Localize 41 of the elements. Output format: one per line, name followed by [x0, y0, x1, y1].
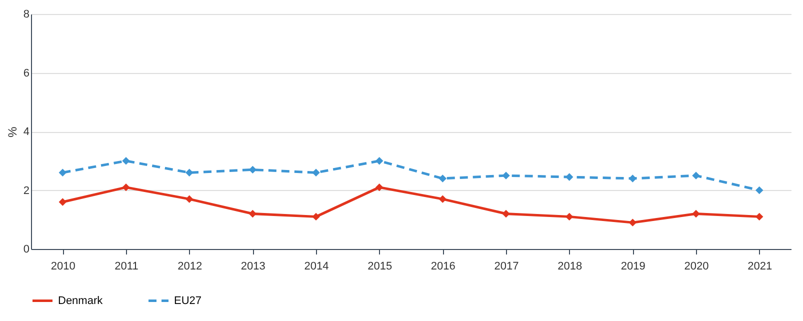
x-tick-label: 2015: [368, 260, 392, 272]
point: [438, 195, 447, 203]
y-tick-label: 0: [23, 244, 30, 256]
point: [502, 210, 510, 218]
point: [755, 186, 764, 194]
legend-label: Denmark: [58, 294, 104, 307]
point: [438, 174, 447, 182]
y-axis-title: %: [5, 126, 20, 138]
y-tick-label: 2: [23, 184, 30, 197]
x-tick-label: 2016: [430, 260, 456, 272]
x-tick-label: 2021: [748, 260, 772, 272]
point: [565, 212, 574, 221]
point: [122, 157, 130, 165]
point: [692, 172, 700, 180]
point: [502, 172, 510, 180]
point: [185, 195, 194, 203]
point: [122, 183, 130, 192]
point: [58, 198, 67, 206]
x-tick-label: 2013: [240, 260, 266, 272]
point: [312, 168, 320, 176]
point: [692, 210, 700, 218]
point: [312, 212, 320, 221]
point: [375, 183, 384, 192]
x-tick-label: 2017: [494, 260, 519, 272]
x-tick-label: 2011: [114, 260, 138, 272]
point: [58, 168, 67, 176]
x-tick-label: 2019: [620, 260, 646, 272]
x-tick-label: 2010: [50, 260, 76, 272]
point: [755, 212, 764, 221]
x-tick-label: 2012: [178, 260, 202, 272]
y-tick-label: 4: [23, 126, 30, 138]
point: [248, 210, 257, 218]
x-tick-label: 2014: [304, 260, 329, 272]
point: [375, 157, 384, 165]
y-tick-label: 6: [23, 67, 30, 80]
y-tick-label: 8: [23, 8, 30, 20]
x-tick-label: 2020: [684, 260, 709, 272]
point: [185, 168, 194, 176]
x-tick-label: 2018: [558, 260, 582, 272]
point: [628, 218, 637, 226]
legend-label: EU27: [174, 294, 202, 307]
